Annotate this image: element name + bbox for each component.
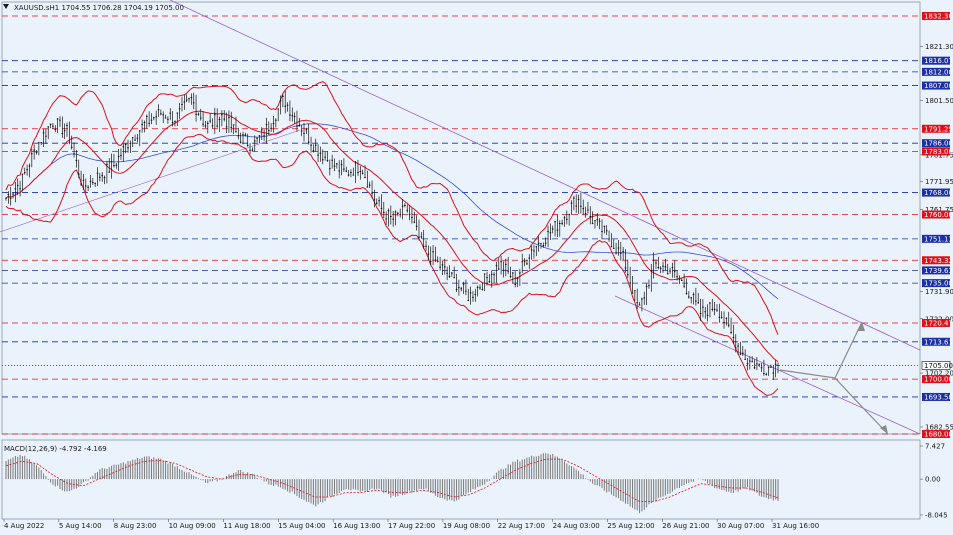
price-axis: 1821.301801.501781.751771.951761.751731.… — [920, 11, 953, 520]
level-tag-label: 1713.61 — [924, 338, 953, 346]
time-tick-label: 25 Aug 12:00 — [607, 522, 654, 530]
trendline-upper[interactable] — [169, 0, 921, 351]
time-tick-label: 17 Aug 22:00 — [388, 522, 435, 530]
level-tag-5 — [922, 139, 950, 148]
price-tick-label: 1682.55 — [925, 424, 953, 432]
level-tag-label: 1700.00 — [924, 376, 953, 384]
time-tick-label: 16 Aug 13:00 — [333, 522, 380, 530]
level-tag-18 — [922, 430, 950, 438]
level-tag-label: 1807.00 — [924, 82, 953, 90]
bollinger-lower-line — [5, 134, 779, 396]
level-tag-label: 1832.36 — [924, 12, 953, 20]
price-tick-label: 1702.20 — [925, 370, 953, 378]
time-tick-label: 10 Aug 09:00 — [169, 522, 216, 530]
level-tag-label: 1751.13 — [924, 235, 953, 243]
level-tag-label: 1768.00 — [924, 189, 953, 197]
arrow-head-up-icon — [857, 322, 865, 331]
level-tag-3 — [922, 81, 950, 90]
level-tag-label: 1735.00 — [924, 280, 953, 288]
macd-tick-label: -8.045 — [925, 512, 948, 520]
level-tag-label: 1720.47 — [924, 319, 953, 327]
level-tag-label: 1812.00 — [924, 68, 953, 76]
level-tag-8 — [922, 210, 950, 219]
level-tag-0 — [922, 11, 950, 20]
bollinger-middle-line — [5, 110, 779, 363]
time-tick-label: 31 Aug 16:00 — [772, 522, 819, 530]
symbol-info-label: XAUUSD.sH1 1704.55 1706.28 1704.19 1705.… — [14, 4, 184, 12]
level-tag-17 — [922, 392, 950, 401]
level-tag-label: 1739.63 — [924, 267, 953, 275]
level-tag-2 — [922, 67, 950, 76]
price-tick-label: 1731.90 — [925, 288, 953, 296]
macd-tick-label: 0.00 — [925, 476, 941, 484]
level-tag-16 — [922, 375, 950, 384]
time-axis: 4 Aug 2022 5 Aug 14:00 8 Aug 23:00 10 Aug 0… — [3, 519, 819, 530]
level-tag-label: 1791.25 — [924, 125, 953, 133]
level-tag-label: 1786.00 — [924, 140, 953, 148]
macd-signal-line — [5, 458, 779, 502]
trendline-lower[interactable] — [614, 295, 921, 435]
time-tick-label: 5 Aug 14:00 — [59, 522, 102, 530]
symbol-dropdown-icon[interactable] — [3, 4, 9, 9]
arrow-head-down-icon — [880, 425, 888, 434]
time-tick-label: 22 Aug 17:00 — [498, 522, 545, 530]
price-pane[interactable] — [0, 0, 921, 435]
price-tick-label: 1761.75 — [925, 206, 953, 214]
level-tag-label: 1680.00 — [924, 431, 953, 439]
level-tag-4 — [922, 124, 950, 133]
level-tag-10 — [922, 256, 950, 265]
level-tag-label: 1783.00 — [924, 148, 953, 156]
price-tick-label: 1801.50 — [925, 97, 953, 105]
macd-info-label: MACD(12,26,9) -4.792 -4.169 — [4, 445, 107, 453]
price-pane-frame — [1, 1, 921, 435]
level-tag-label: 1760.00 — [924, 211, 953, 219]
price-tick-label: 1821.30 — [925, 43, 953, 51]
time-tick-label: 30 Aug 07:00 — [717, 522, 764, 530]
level-tag-6 — [922, 147, 950, 156]
macd-pane[interactable] — [1, 439, 921, 520]
level-tag-13 — [922, 318, 950, 327]
level-tag-7 — [922, 188, 950, 197]
level-tag-11 — [922, 266, 950, 275]
projection-arrow-down[interactable] — [834, 377, 889, 435]
level-tag-15 — [921, 361, 951, 370]
time-tick-label: 24 Aug 03:00 — [553, 522, 600, 530]
moving-average-line — [5, 123, 779, 300]
time-tick-label: 26 Aug 21:00 — [662, 522, 709, 530]
level-tag-14 — [922, 337, 950, 346]
time-tick-label: 11 Aug 18:00 — [223, 522, 270, 530]
level-tag-label: 1743.32 — [924, 257, 953, 265]
level-tag-label: 1705.00 — [924, 362, 953, 370]
level-tag-9 — [922, 234, 950, 243]
price-tick-label: 1771.95 — [925, 178, 953, 186]
time-tick-label: 15 Aug 04:00 — [278, 522, 325, 530]
macd-tick-label: 7.427 — [925, 443, 945, 451]
time-tick-label: 8 Aug 23:00 — [114, 522, 157, 530]
time-tick-label: 4 Aug 2022 — [4, 522, 44, 530]
level-tag-label: 1693.50 — [924, 393, 953, 401]
level-tag-label: 1816.07 — [924, 57, 953, 65]
bollinger-upper-line — [5, 81, 779, 335]
level-tag-1 — [922, 56, 950, 65]
macd-pane-frame — [1, 439, 921, 520]
level-tag-12 — [922, 279, 950, 288]
time-tick-label: 19 Aug 08:00 — [443, 522, 490, 530]
